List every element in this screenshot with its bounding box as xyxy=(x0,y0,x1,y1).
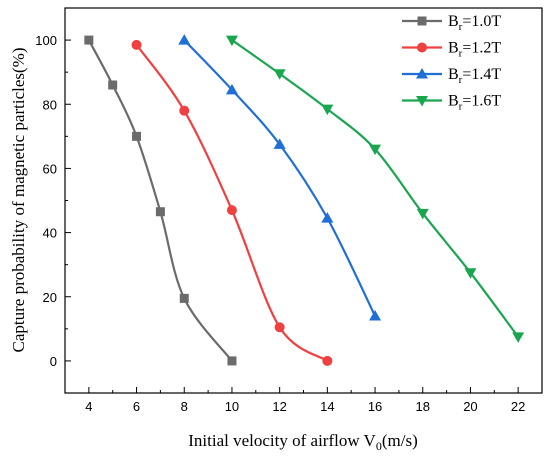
data-point xyxy=(178,34,191,45)
x-tick-label: 6 xyxy=(133,399,140,414)
x-tick-label: 16 xyxy=(368,399,382,414)
data-point xyxy=(274,322,285,333)
series-line xyxy=(183,39,377,317)
data-point xyxy=(108,80,118,90)
x-axis: 4 6 8 10 12 14 16 18 20 22 xyxy=(85,387,525,414)
legend-label-main: B xyxy=(448,40,459,57)
y-tick-label: 80 xyxy=(43,97,57,112)
data-point xyxy=(512,332,525,343)
legend-label: Br=1.0T xyxy=(448,13,501,33)
y-tick-label: 20 xyxy=(43,290,57,305)
data-point xyxy=(155,207,165,217)
y-tick-label: 0 xyxy=(50,354,57,369)
legend-label-rest: =1.6T xyxy=(462,93,501,110)
legend-item: Br=1.6T xyxy=(402,93,501,113)
x-axis-title: Initial velocity of airflow V0(m/s) xyxy=(188,431,417,453)
data-point xyxy=(464,268,477,279)
legend-label-main: B xyxy=(448,66,459,83)
x-tick-label: 18 xyxy=(416,399,430,414)
data-point xyxy=(132,131,142,141)
legend-swatch-marker xyxy=(417,42,427,53)
series-1 xyxy=(84,35,237,366)
x-tick-label: 8 xyxy=(181,399,188,414)
data-point xyxy=(416,208,429,220)
legend-label-rest: =1.4T xyxy=(462,66,501,83)
data-point xyxy=(225,83,238,95)
legend-label: Br=1.4T xyxy=(448,66,501,86)
data-point xyxy=(321,104,334,116)
legend-label-sub: r xyxy=(459,101,463,113)
legend-swatch-marker xyxy=(416,68,428,79)
data-point xyxy=(273,138,286,149)
legend-label-sub: r xyxy=(459,74,463,86)
series-layer xyxy=(84,34,525,366)
data-point xyxy=(179,293,189,303)
x-axis-title-unit: (m/s) xyxy=(382,431,418,450)
data-point xyxy=(84,35,94,45)
x-tick-label: 20 xyxy=(463,399,477,414)
legend-label-main: B xyxy=(448,13,459,30)
x-tick-label: 14 xyxy=(320,399,334,414)
data-point xyxy=(273,69,286,80)
legend-label: Br=1.2T xyxy=(448,40,501,60)
x-tick-label: 10 xyxy=(225,399,239,414)
data-point xyxy=(322,355,333,366)
x-axis-title-sub: 0 xyxy=(376,439,382,453)
legend-item: Br=1.2T xyxy=(402,40,501,60)
legend-swatch-marker xyxy=(417,16,427,26)
legend-label-rest: =1.0T xyxy=(462,13,501,30)
x-tick-label: 4 xyxy=(85,399,92,414)
x-tick-label: 22 xyxy=(511,399,525,414)
data-point xyxy=(179,105,190,116)
legend-label-sub: r xyxy=(459,21,463,33)
series-4 xyxy=(225,35,525,343)
data-point xyxy=(369,310,382,321)
x-tick-label: 12 xyxy=(272,399,286,414)
legend-label-rest: =1.2T xyxy=(462,40,501,57)
legend-label-main: B xyxy=(448,93,459,110)
y-axis: 0 20 40 60 80 100 xyxy=(35,7,71,394)
legend-swatch-marker xyxy=(416,96,428,107)
series-3 xyxy=(178,34,382,321)
y-tick-label: 40 xyxy=(43,226,57,241)
data-point xyxy=(321,212,334,223)
y-axis-title: Capture probability of magnetic particle… xyxy=(9,48,28,353)
legend-item: Br=1.0T xyxy=(402,13,501,33)
y-tick-label: 60 xyxy=(43,161,57,176)
x-axis-title-main: Initial velocity of airflow V xyxy=(188,431,376,450)
legend-label: Br=1.6T xyxy=(448,93,501,113)
legend-item: Br=1.4T xyxy=(402,66,501,86)
data-point xyxy=(225,35,238,47)
y-tick-label: 100 xyxy=(35,33,57,48)
data-point xyxy=(369,144,382,156)
legend-label-sub: r xyxy=(459,48,463,60)
data-point xyxy=(226,205,237,216)
series-2 xyxy=(131,39,333,366)
data-point xyxy=(227,356,237,366)
data-point xyxy=(131,39,142,50)
series-line xyxy=(231,39,520,338)
